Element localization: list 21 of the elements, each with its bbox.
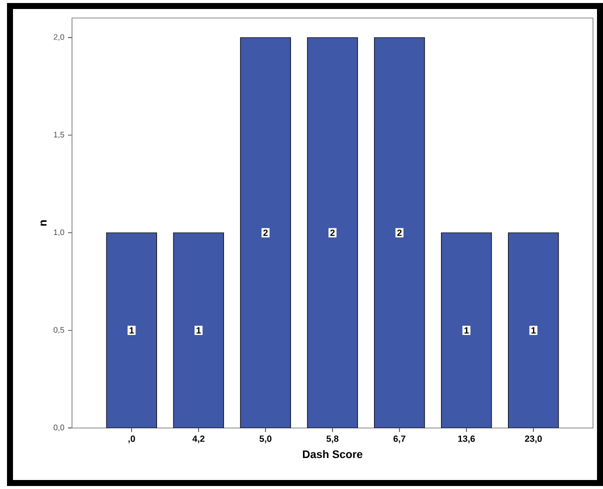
x-tick-label: 4,2 <box>192 436 204 444</box>
data-label: 2 <box>263 230 268 236</box>
y-tick-label: 2,0 <box>54 34 64 41</box>
data-label: 2 <box>330 230 335 236</box>
x-tick-label: 6,7 <box>394 436 406 444</box>
data-label: 1 <box>464 327 469 334</box>
data-label: 1 <box>196 327 201 334</box>
x-tick-label: 13,6 <box>458 436 475 444</box>
data-label: 1 <box>531 327 536 334</box>
x-axis-title: Dash Score <box>302 450 362 458</box>
x-tick-label: 5,8 <box>326 436 338 444</box>
data-label: 2 <box>397 230 402 236</box>
y-tick-label: 0,5 <box>54 327 64 334</box>
x-tick-label: 5,0 <box>260 436 272 444</box>
y-tick-label: 1,0 <box>54 229 64 236</box>
x-tick-label: 23,0 <box>524 436 542 444</box>
data-label: 1 <box>130 327 134 334</box>
y-axis-title: n <box>40 220 46 226</box>
x-tick-label: ,0 <box>128 436 135 444</box>
y-tick-label: 0,0 <box>54 424 64 432</box>
y-tick-label: 1,5 <box>54 132 64 138</box>
